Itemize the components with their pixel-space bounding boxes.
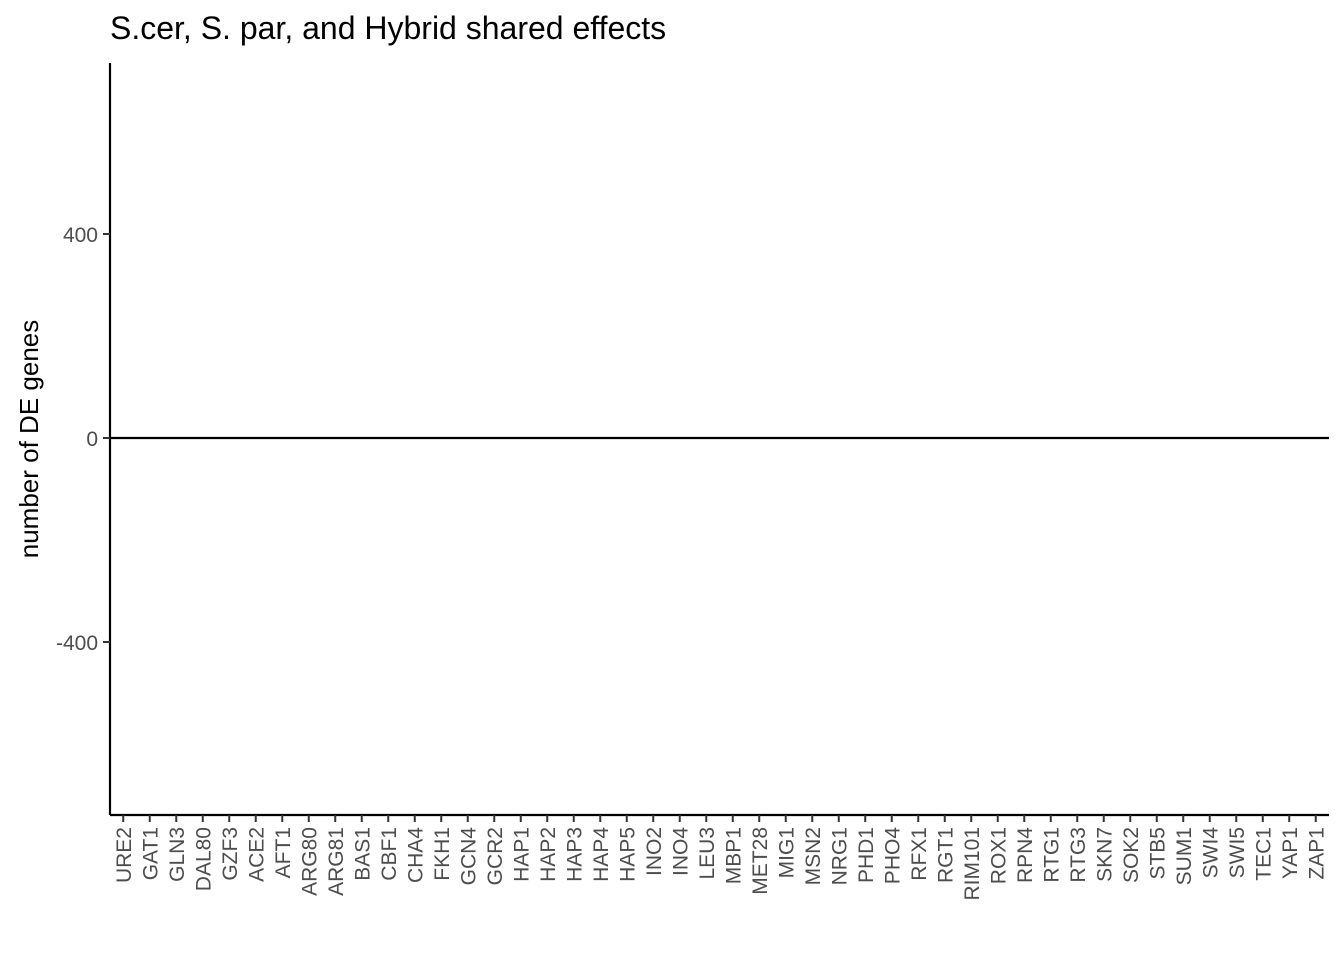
x-tick-label: PHO4 [881, 827, 904, 885]
x-tick-label: RGT1 [934, 827, 957, 883]
x-tick-label: URE2 [113, 827, 136, 883]
x-tick-label: GZF3 [219, 827, 242, 881]
y-tick-label: -400 [56, 632, 98, 655]
x-tick-label: MET28 [749, 827, 772, 895]
y-tick-label: 0 [86, 428, 98, 451]
x-tick-label: SOK2 [1120, 827, 1143, 883]
x-tick-label: DAL80 [192, 827, 215, 891]
x-tick-label: FKH1 [431, 827, 454, 881]
x-tick-label: YAP1 [1279, 827, 1302, 879]
x-tick-label: RFX1 [908, 827, 931, 881]
x-tick-label: ACE2 [245, 827, 268, 882]
x-tick-label: AFT1 [272, 827, 295, 878]
x-tick-label: GLN3 [166, 827, 189, 882]
x-tick-label: ARG81 [325, 827, 348, 896]
x-tick-label: PHD1 [855, 827, 878, 883]
x-tick-label: STB5 [1146, 827, 1169, 880]
x-tick-label: ZAP1 [1305, 827, 1328, 880]
chart-title: S.cer, S. par, and Hybrid shared effects [110, 10, 666, 46]
x-tick-label: SKN7 [1093, 827, 1116, 882]
x-tick-label: RPN4 [1014, 827, 1037, 883]
x-tick-label: MBP1 [722, 827, 745, 884]
x-tick-label: RTG1 [1040, 827, 1063, 883]
x-tick-label: SUM1 [1173, 827, 1196, 885]
x-tick-label: GAT1 [139, 827, 162, 880]
y-axis-title: number of DE genes [14, 320, 44, 558]
x-tick-label: TEC1 [1252, 827, 1275, 881]
x-tick-label: MIG1 [775, 827, 798, 878]
x-tick-label: HAP4 [590, 827, 613, 882]
x-tick-label: GCR2 [484, 827, 507, 885]
x-tick-label: ARG80 [298, 827, 321, 896]
x-tick-label: RIM101 [961, 827, 984, 901]
x-tick-label: RTG3 [1067, 827, 1090, 883]
x-tick-label: GCN4 [457, 827, 480, 886]
x-tick-label: SWI4 [1199, 827, 1222, 879]
x-tick-label: HAP3 [563, 827, 586, 882]
x-tick-label: MSN2 [802, 827, 825, 885]
x-tick-label: CHA4 [404, 827, 427, 883]
x-tick-label: LEU3 [696, 827, 719, 880]
x-tick-label: ROX1 [987, 827, 1010, 884]
x-tick-label: SWI5 [1226, 827, 1249, 878]
x-tick-label: HAP2 [537, 827, 560, 882]
x-tick-label: HAP5 [616, 827, 639, 882]
x-tick-label: CBF1 [378, 827, 401, 881]
x-tick-label: INO4 [669, 827, 692, 876]
x-tick-label: INO2 [643, 827, 666, 876]
x-tick-label: HAP1 [510, 827, 533, 882]
x-tick-label: NRG1 [828, 827, 851, 885]
y-tick-label: 400 [63, 224, 98, 247]
x-tick-label: BAS1 [351, 827, 374, 881]
